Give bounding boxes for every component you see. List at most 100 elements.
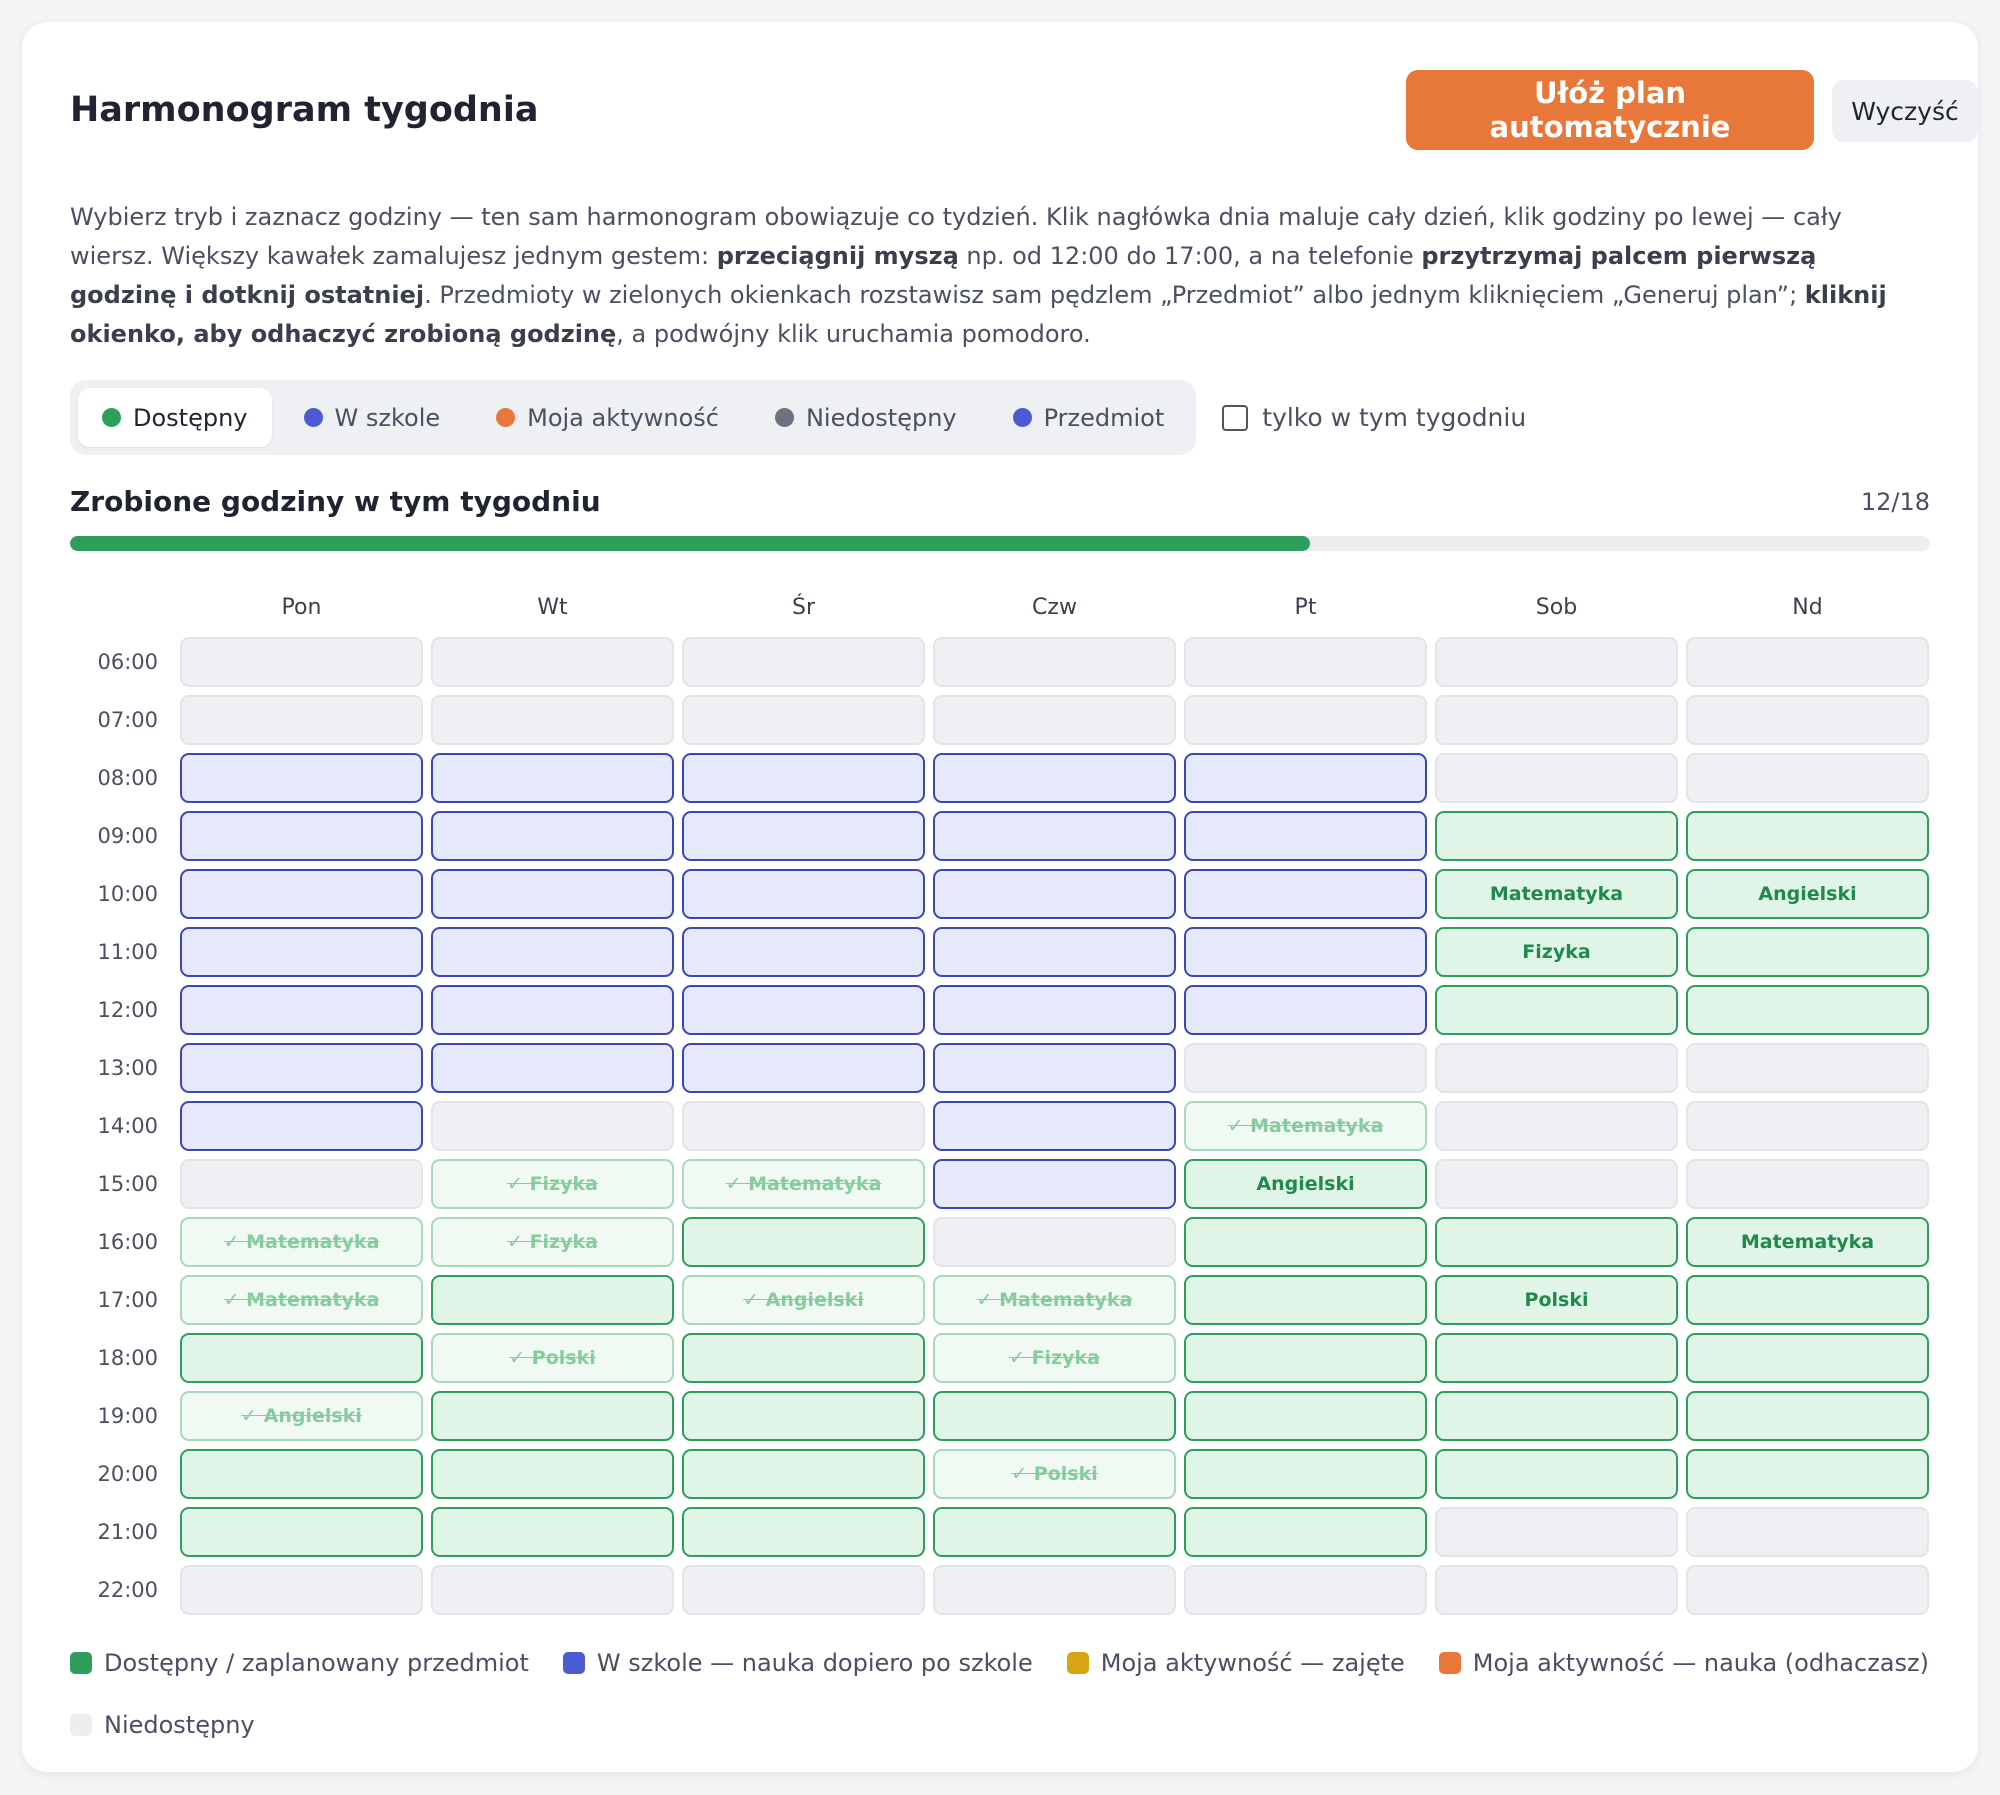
- slot-off[interactable]: [431, 695, 674, 745]
- slot-school[interactable]: [180, 1043, 423, 1093]
- slot-school[interactable]: [1184, 753, 1427, 803]
- slot-off[interactable]: [1435, 1507, 1678, 1557]
- slot-free[interactable]: [682, 1217, 925, 1267]
- slot-free[interactable]: [682, 1449, 925, 1499]
- hour-label[interactable]: 22:00: [97, 1578, 158, 1602]
- slot-school[interactable]: [180, 927, 423, 977]
- slot-done[interactable]: ✓ Polski: [431, 1333, 674, 1383]
- slot-done[interactable]: ✓ Fizyka: [431, 1159, 674, 1209]
- slot-free[interactable]: [431, 1275, 674, 1325]
- slot-free[interactable]: [1184, 1333, 1427, 1383]
- slot-free[interactable]: [1435, 1217, 1678, 1267]
- slot-free[interactable]: [1435, 811, 1678, 861]
- slot-free[interactable]: Fizyka: [1435, 927, 1678, 977]
- hour-label[interactable]: 15:00: [97, 1172, 158, 1196]
- slot-free[interactable]: Angielski: [1184, 1159, 1427, 1209]
- mode-option[interactable]: W szkole: [280, 388, 465, 447]
- slot-school[interactable]: [1184, 985, 1427, 1035]
- slot-school[interactable]: [933, 869, 1176, 919]
- slot-school[interactable]: [933, 985, 1176, 1035]
- hour-label[interactable]: 11:00: [97, 940, 158, 964]
- slot-school[interactable]: [682, 985, 925, 1035]
- slot-off[interactable]: [180, 1159, 423, 1209]
- slot-done[interactable]: ✓ Fizyka: [933, 1333, 1176, 1383]
- slot-off[interactable]: [933, 695, 1176, 745]
- slot-off[interactable]: [1686, 1159, 1929, 1209]
- slot-off[interactable]: [1435, 753, 1678, 803]
- slot-off[interactable]: [1184, 637, 1427, 687]
- slot-off[interactable]: [933, 637, 1176, 687]
- hour-label[interactable]: 18:00: [97, 1346, 158, 1370]
- slot-free[interactable]: [933, 1391, 1176, 1441]
- slot-free[interactable]: [682, 1507, 925, 1557]
- slot-school[interactable]: [180, 985, 423, 1035]
- slot-school[interactable]: [933, 927, 1176, 977]
- slot-off[interactable]: [1686, 1507, 1929, 1557]
- slot-school[interactable]: [933, 1101, 1176, 1151]
- clear-button[interactable]: Wyczyść: [1832, 80, 1978, 142]
- slot-off[interactable]: [180, 1565, 423, 1615]
- slot-school[interactable]: [682, 927, 925, 977]
- slot-free[interactable]: [1686, 1333, 1929, 1383]
- slot-free[interactable]: [933, 1507, 1176, 1557]
- slot-school[interactable]: [682, 811, 925, 861]
- day-header[interactable]: Pt: [1294, 595, 1317, 620]
- slot-school[interactable]: [933, 1043, 1176, 1093]
- hour-label[interactable]: 06:00: [97, 650, 158, 674]
- hour-label[interactable]: 17:00: [97, 1288, 158, 1312]
- slot-done[interactable]: ✓ Matematyka: [682, 1159, 925, 1209]
- slot-free[interactable]: [1686, 927, 1929, 977]
- slot-done[interactable]: ✓ Angielski: [180, 1391, 423, 1441]
- slot-free[interactable]: [180, 1449, 423, 1499]
- slot-free[interactable]: [1686, 1391, 1929, 1441]
- slot-school[interactable]: [933, 1159, 1176, 1209]
- hour-label[interactable]: 16:00: [97, 1230, 158, 1254]
- slot-school[interactable]: [933, 811, 1176, 861]
- slot-free[interactable]: [180, 1507, 423, 1557]
- slot-school[interactable]: [1184, 927, 1427, 977]
- slot-school[interactable]: [1184, 811, 1427, 861]
- slot-off[interactable]: [1435, 695, 1678, 745]
- slot-done[interactable]: ✓ Angielski: [682, 1275, 925, 1325]
- day-header[interactable]: Sob: [1535, 595, 1578, 620]
- slot-free[interactable]: Polski: [1435, 1275, 1678, 1325]
- slot-free[interactable]: Angielski: [1686, 869, 1929, 919]
- slot-free[interactable]: Matematyka: [1686, 1217, 1929, 1267]
- slot-off[interactable]: [431, 1101, 674, 1151]
- slot-done[interactable]: ✓ Matematyka: [180, 1275, 423, 1325]
- slot-off[interactable]: [1686, 1565, 1929, 1615]
- week-only-toggle[interactable]: tylko w tym tygodniu: [1222, 403, 1526, 432]
- slot-off[interactable]: [1435, 1159, 1678, 1209]
- slot-school[interactable]: [431, 927, 674, 977]
- slot-free[interactable]: [431, 1391, 674, 1441]
- slot-off[interactable]: [1686, 1101, 1929, 1151]
- slot-free[interactable]: [1184, 1391, 1427, 1441]
- hour-label[interactable]: 08:00: [97, 766, 158, 790]
- slot-off[interactable]: [1435, 1565, 1678, 1615]
- mode-option[interactable]: Dostępny: [78, 388, 272, 447]
- slot-school[interactable]: [180, 811, 423, 861]
- slot-free[interactable]: [1435, 1333, 1678, 1383]
- slot-off[interactable]: [1686, 637, 1929, 687]
- slot-school[interactable]: [933, 753, 1176, 803]
- day-header[interactable]: Wt: [537, 595, 568, 620]
- mode-option[interactable]: Przedmiot: [989, 388, 1189, 447]
- slot-free[interactable]: [682, 1333, 925, 1383]
- slot-off[interactable]: [431, 637, 674, 687]
- slot-free[interactable]: [1435, 1449, 1678, 1499]
- slot-off[interactable]: [180, 695, 423, 745]
- slot-school[interactable]: [431, 985, 674, 1035]
- slot-school[interactable]: [682, 753, 925, 803]
- slot-free[interactable]: [1686, 985, 1929, 1035]
- slot-off[interactable]: [1184, 1565, 1427, 1615]
- slot-school[interactable]: [180, 1101, 423, 1151]
- slot-free[interactable]: [1184, 1507, 1427, 1557]
- hour-label[interactable]: 20:00: [97, 1462, 158, 1486]
- mode-option[interactable]: Niedostępny: [751, 388, 981, 447]
- slot-off[interactable]: [431, 1565, 674, 1615]
- hour-label[interactable]: 10:00: [97, 882, 158, 906]
- slot-free[interactable]: [1184, 1217, 1427, 1267]
- slot-free[interactable]: [431, 1449, 674, 1499]
- slot-school[interactable]: [682, 869, 925, 919]
- slot-off[interactable]: [1686, 695, 1929, 745]
